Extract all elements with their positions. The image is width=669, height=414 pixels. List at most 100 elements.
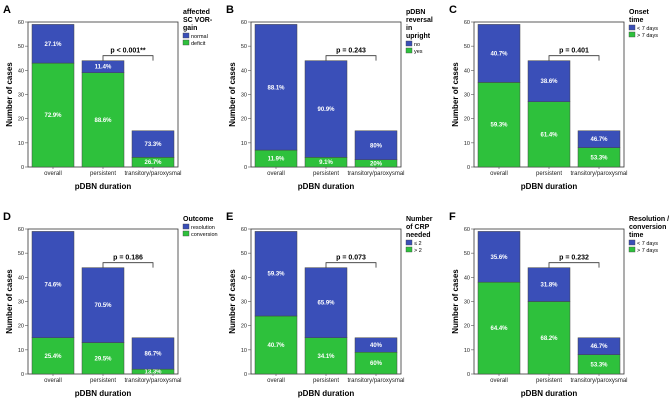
x-tick-label: transitory/paroxysmal [124,378,181,384]
bar-segment [254,231,298,317]
x-tick-label: overall [490,378,508,384]
legend-swatch [182,223,190,230]
significance-bracket [325,55,377,61]
data-label: 40% [370,343,383,349]
bar-segment [81,267,125,343]
data-label: 34.1% [317,354,335,360]
y-axis-title: Number of cases [5,269,14,334]
x-tick-label: transitory/paroxysmal [570,378,627,384]
legend-title: time [629,232,644,239]
bar-segment [31,24,75,64]
legend-label: normal [191,34,208,40]
legend-swatch [628,24,636,31]
y-tick-label: 0 [21,372,24,378]
y-tick-label: 30 [18,93,24,99]
legend-title: pDBN [406,9,425,16]
panel-letter: F [449,211,456,223]
panel-letter: D [3,211,11,223]
y-tick-label: 50 [241,44,247,50]
bar-segment [477,281,521,375]
x-tick-label: persistent [313,171,339,177]
x-tick-label: persistent [536,171,562,177]
panel-letter: E [226,211,233,223]
y-tick-label: 50 [18,44,24,50]
y-axis-title: Number of cases [451,269,460,334]
panel-letter: C [449,4,457,16]
significance-bracket [102,262,154,268]
data-label: 40.7% [490,51,508,57]
y-tick-label: 20 [18,324,24,330]
bar-segment [131,130,175,158]
data-label: 11.4% [95,65,112,71]
y-tick-label: 10 [464,141,470,147]
data-label: 25.4% [44,354,62,360]
bar-segment [31,337,75,375]
significance-bracket [548,55,600,61]
legend-swatch [628,246,636,253]
legend-label: > 7 days [637,33,658,39]
x-axis-title: pDBN duration [75,182,132,191]
legend-title: needed [406,232,431,239]
legend-title: in [406,25,412,32]
x-axis-title: pDBN duration [521,389,578,398]
legend-label: deficit [191,41,206,47]
data-label: 20% [370,161,383,167]
data-label: 40.7% [267,343,285,349]
p-value-label: p = 0.232 [559,255,589,262]
y-tick-label: 60 [18,227,24,233]
data-label: 70.5% [94,303,112,309]
legend-swatch [628,239,636,246]
x-tick-label: overall [44,171,62,177]
y-tick-label: 20 [464,117,470,123]
legend-title: upright [406,33,431,40]
data-label: 74.6% [44,283,62,289]
data-label: 68.2% [540,336,558,342]
x-axis-title: pDBN duration [298,182,355,191]
y-tick-label: 10 [241,348,247,354]
x-axis-title: pDBN duration [521,182,578,191]
y-tick-label: 60 [464,20,470,26]
x-tick-label: persistent [90,171,116,177]
data-label: 53.3% [590,362,608,368]
legend-swatch [405,47,413,54]
x-tick-label: overall [267,378,285,384]
legend-swatch [405,40,413,47]
data-label: 60% [370,361,383,367]
x-tick-label: persistent [536,378,562,384]
bar-segment [477,231,521,283]
legend-title: of CRP [406,224,430,231]
legend-swatch [182,230,190,237]
y-tick-label: 10 [241,141,247,147]
y-tick-label: 20 [18,117,24,123]
y-tick-label: 40 [241,275,247,281]
p-value-label: p = 0.243 [336,48,366,55]
y-tick-label: 20 [241,117,247,123]
data-label: 59.3% [490,123,508,129]
y-tick-label: 30 [464,300,470,306]
data-label: 59.3% [267,272,285,278]
bar-segment [527,101,571,168]
x-tick-label: transitory/paroxysmal [347,378,404,384]
data-label: 11.9% [268,157,285,163]
legend-swatch [628,31,636,38]
bar-segment [577,130,621,148]
data-label: 88.6% [94,118,112,124]
bar-segment [477,82,521,168]
legend-title: reversal [406,17,433,24]
data-label: 46.7% [590,137,608,143]
x-tick-label: transitory/paroxysmal [347,171,404,177]
bar-segment [254,315,298,375]
x-tick-label: transitory/paroxysmal [124,171,181,177]
y-tick-label: 40 [241,68,247,74]
y-tick-label: 50 [464,251,470,257]
chart-panel-d: D 0 10 20 30 40 50 60 Number of cases pDBN durati… [3,211,218,398]
data-label: 35.6% [490,255,508,261]
legend-label: < 7 days [637,241,658,247]
legend-title: time [629,17,644,24]
legend-label: conversion [191,232,218,238]
bar-segment [31,231,75,339]
data-label: 64.4% [490,326,508,332]
